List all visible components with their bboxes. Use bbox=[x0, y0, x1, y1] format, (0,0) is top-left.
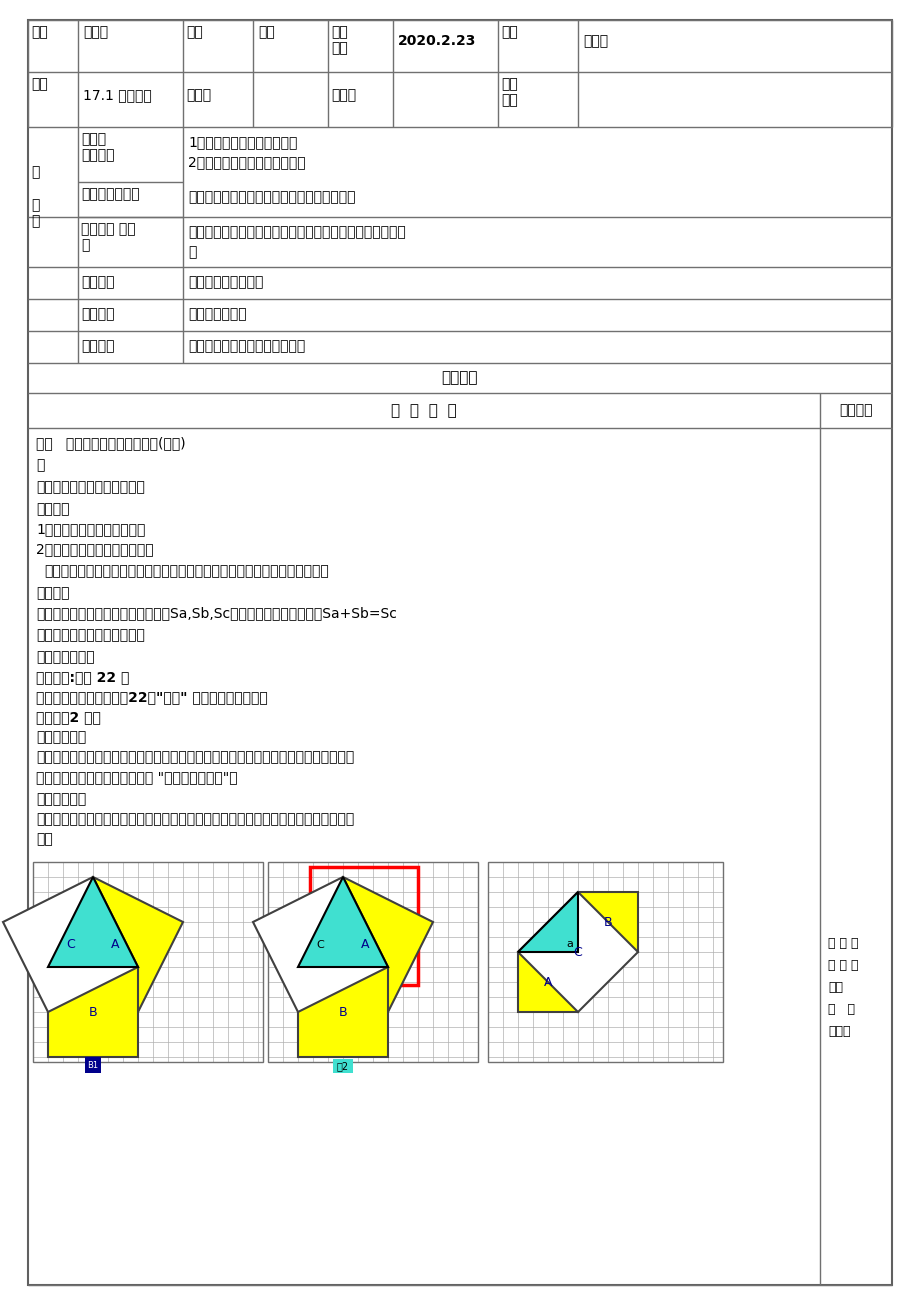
Text: 三、【自学质疑、合作探究】: 三、【自学质疑、合作探究】 bbox=[36, 628, 144, 642]
Text: 教学重点: 教学重点 bbox=[81, 275, 114, 289]
Text: 八年级: 八年级 bbox=[83, 25, 108, 39]
Text: 2、能用勾股定理解决简单问题: 2、能用勾股定理解决简单问题 bbox=[36, 542, 153, 556]
Text: 主备人: 主备人 bbox=[186, 89, 210, 102]
Text: 一、   【复习旧知、做实铺垫】(一检): 一、 【复习旧知、做实铺垫】(一检) bbox=[36, 436, 186, 450]
Text: 1、经历勾股定理的探究过程: 1、经历勾股定理的探究过程 bbox=[187, 135, 297, 148]
Bar bbox=[310, 867, 417, 986]
Text: B: B bbox=[603, 915, 612, 928]
Bar bbox=[33, 862, 263, 1062]
Bar bbox=[333, 1059, 353, 1073]
Text: 教学方法: 教学方法 bbox=[81, 339, 114, 353]
Text: 探 究 一: 探 究 一 bbox=[827, 937, 857, 950]
Text: 习，教师巡视督促学生自学时的 "圈、点、标、画"；: 习，教师巡视督促学生自学时的 "圈、点、标、画"； bbox=[36, 769, 237, 784]
Text: B1: B1 bbox=[87, 1061, 98, 1069]
Bar bbox=[85, 1057, 101, 1073]
Text: 关系: 关系 bbox=[36, 832, 52, 846]
Bar bbox=[33, 862, 263, 1062]
Bar bbox=[267, 862, 478, 1062]
Text: 教学难点: 教学难点 bbox=[81, 307, 114, 322]
Text: 教  学  过  程: 教 学 过 程 bbox=[391, 404, 457, 418]
Text: 认识和会用勾股定理: 认识和会用勾股定理 bbox=[187, 275, 263, 289]
Text: 【处理方式】: 【处理方式】 bbox=[36, 730, 86, 743]
Text: 学科: 学科 bbox=[186, 25, 202, 39]
Polygon shape bbox=[298, 967, 388, 1057]
Text: 观: 观 bbox=[187, 245, 196, 259]
Text: 【时间】2 分钟: 【时间】2 分钟 bbox=[36, 710, 101, 724]
Polygon shape bbox=[48, 878, 138, 967]
Text: 探   究: 探 究 bbox=[827, 1003, 854, 1016]
Text: 【自学探究一】: 【自学探究一】 bbox=[36, 650, 95, 664]
Text: 17.1 勾股定理: 17.1 勾股定理 bbox=[83, 89, 152, 102]
Text: 1、经历勾股定理的探究过程: 1、经历勾股定理的探究过程 bbox=[36, 522, 145, 536]
Text: 【范围】:课本 22 页: 【范围】:课本 22 页 bbox=[36, 671, 130, 684]
Text: 课型: 课型 bbox=[501, 25, 517, 39]
Polygon shape bbox=[517, 892, 637, 1012]
Text: 数学: 数学 bbox=[257, 25, 275, 39]
Text: 毕达哥拉斯作客，以他的发现来探究Sa,Sb,Sc之间的关系。初步得出：Sa+Sb=Sc: 毕达哥拉斯作客，以他的发现来探究Sa,Sb,Sc之间的关系。初步得出：Sa+Sb… bbox=[36, 605, 396, 620]
Bar bbox=[487, 862, 722, 1062]
Text: 探 究 二: 探 究 二 bbox=[827, 960, 857, 973]
Text: 【教师点拨】: 【教师点拨】 bbox=[36, 792, 86, 806]
Polygon shape bbox=[517, 952, 577, 1012]
Text: A: A bbox=[361, 937, 369, 950]
Text: 通过对我国古代研究勾股定理成就的介绍，培养民族自豪感: 通过对我国古代研究勾股定理成就的介绍，培养民族自豪感 bbox=[187, 225, 405, 240]
Text: 【处理方式】教师出示目标，学生齐读目标，教师提炼本节关键目标词并板书: 【处理方式】教师出示目标，学生齐读目标，教师提炼本节关键目标词并板书 bbox=[44, 564, 328, 578]
Text: A: A bbox=[543, 975, 551, 988]
Text: 教师出示课件展示，通过探究的形式分别出示等腰直角三角形与一般直角三角形的三边: 教师出示课件展示，通过探究的形式分别出示等腰直角三角形与一般直角三角形的三边 bbox=[36, 812, 354, 825]
Text: 教

目
标: 教 目 标 bbox=[31, 165, 40, 228]
Text: 使用
时间: 使用 时间 bbox=[501, 77, 517, 107]
Text: 总结: 总结 bbox=[827, 980, 842, 993]
Text: C: C bbox=[573, 945, 582, 958]
Text: 二、【引课示标、明确方向】: 二、【引课示标、明确方向】 bbox=[36, 480, 144, 493]
Polygon shape bbox=[577, 892, 637, 952]
Text: 情感态度 与价
值: 情感态度 与价 值 bbox=[81, 223, 135, 253]
Text: 自学质疑、合作探究、当堂达标: 自学质疑、合作探究、当堂达标 bbox=[187, 339, 305, 353]
Text: 无: 无 bbox=[36, 458, 44, 473]
Polygon shape bbox=[3, 878, 138, 1012]
Text: 教学过程: 教学过程 bbox=[441, 371, 478, 385]
Text: 【示标】: 【示标】 bbox=[36, 503, 70, 516]
Polygon shape bbox=[298, 878, 433, 1012]
Text: 情景引入: 情景引入 bbox=[36, 586, 70, 600]
Text: 执教人: 执教人 bbox=[331, 89, 356, 102]
Polygon shape bbox=[298, 878, 388, 967]
Text: 知识与
技能目标: 知识与 技能目标 bbox=[81, 132, 114, 163]
Text: 课题: 课题 bbox=[31, 77, 48, 91]
Text: 制定
日期: 制定 日期 bbox=[331, 25, 347, 55]
Text: B: B bbox=[338, 1005, 347, 1018]
Polygon shape bbox=[253, 878, 388, 1012]
Polygon shape bbox=[48, 967, 138, 1057]
Text: 勾股定理的证明: 勾股定理的证明 bbox=[187, 307, 246, 322]
Text: 学过与方法目标: 学过与方法目标 bbox=[81, 187, 140, 201]
Text: C: C bbox=[316, 940, 324, 949]
Text: 图2: 图2 bbox=[336, 1061, 348, 1072]
Polygon shape bbox=[517, 892, 577, 952]
Text: 设计意图: 设计意图 bbox=[838, 404, 872, 418]
Text: 一：你: 一：你 bbox=[827, 1025, 849, 1038]
Text: 2、能用勾股定理解决简单问题: 2、能用勾股定理解决简单问题 bbox=[187, 155, 305, 169]
Text: B: B bbox=[88, 1005, 97, 1018]
Bar bbox=[487, 862, 722, 1062]
Text: 2020.2.23: 2020.2.23 bbox=[398, 34, 476, 48]
Text: a: a bbox=[566, 939, 573, 949]
Text: C: C bbox=[66, 937, 74, 950]
Text: 新授课: 新授课 bbox=[583, 34, 607, 48]
Text: 【要求】认真阅读，解决22页"思考" 所提问题并说明理由: 【要求】认真阅读，解决22页"思考" 所提问题并说明理由 bbox=[36, 690, 267, 704]
Text: 经历探索勾股定理的过程，认识和掌握该定理: 经历探索勾股定理的过程，认识和掌握该定理 bbox=[187, 190, 355, 204]
Text: 学生独立自学，老师进行方法的指点与监督，要让学生能够较好的投入进去新知识的学: 学生独立自学，老师进行方法的指点与监督，要让学生能够较好的投入进去新知识的学 bbox=[36, 750, 354, 764]
Text: A: A bbox=[111, 937, 119, 950]
Text: 年级: 年级 bbox=[31, 25, 48, 39]
Polygon shape bbox=[48, 878, 183, 1012]
Bar bbox=[267, 862, 478, 1062]
